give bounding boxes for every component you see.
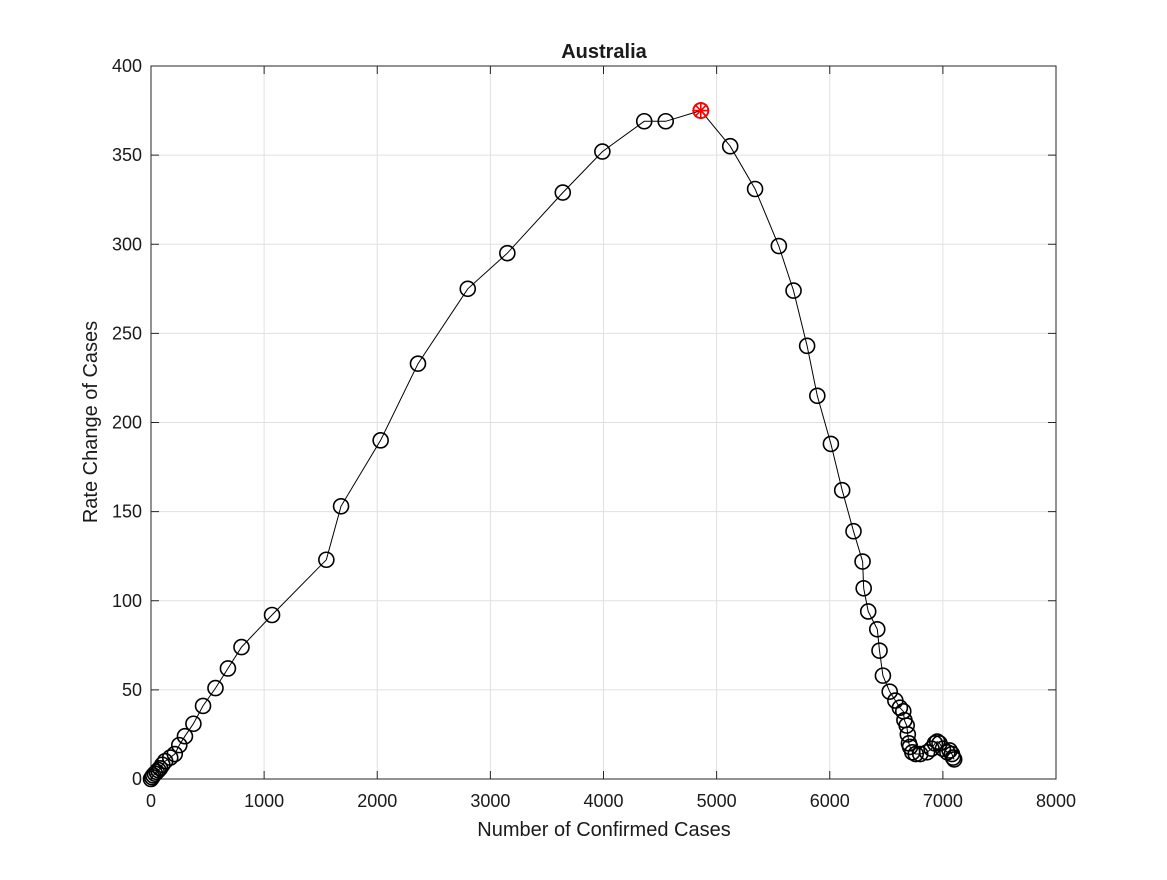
- x-tick-label: 4000: [583, 791, 623, 811]
- data-point: [822, 435, 840, 453]
- data-point: [332, 497, 350, 515]
- y-tick-label: 100: [112, 591, 142, 611]
- data-point: [868, 620, 886, 638]
- data-point: [554, 184, 572, 201]
- x-axis-label: Number of Confirmed Cases: [477, 819, 730, 841]
- data-point: [263, 606, 281, 624]
- data-point: [635, 112, 653, 130]
- data-point: [899, 726, 917, 743]
- y-tick-label: 0: [132, 769, 142, 789]
- data-point: [809, 387, 826, 405]
- data-point: [594, 143, 611, 160]
- data-point: [372, 432, 389, 449]
- chart-title: Australia: [561, 41, 647, 63]
- data-point: [194, 697, 212, 715]
- data-point: [871, 642, 888, 659]
- x-tick-label: 3000: [470, 791, 510, 811]
- x-tick-label: 8000: [1036, 791, 1076, 811]
- data-point: [721, 137, 739, 155]
- data-point: [409, 355, 427, 372]
- data-point: [318, 551, 335, 569]
- data-point: [907, 745, 925, 763]
- data-point: [207, 679, 224, 697]
- x-tick-label: 6000: [810, 791, 850, 811]
- data-point: [798, 337, 816, 355]
- data-point: [746, 180, 764, 198]
- highlight-star-stroke: [694, 103, 708, 118]
- y-tick-label: 300: [112, 234, 142, 254]
- data-point: [770, 237, 788, 255]
- data-point: [945, 751, 963, 768]
- data-point: [166, 745, 184, 763]
- data-point: [934, 740, 952, 757]
- data-point: [785, 282, 802, 299]
- data-point: [459, 280, 477, 298]
- y-tick-label: 250: [112, 323, 142, 343]
- x-tick-label: 1000: [244, 791, 284, 811]
- x-tick-label: 2000: [357, 791, 397, 811]
- axis-ticks: 0 1000 2000 3000 4000 5000 6000 7000 8000 0 50 100 1…: [112, 56, 1076, 811]
- data-point: [911, 745, 929, 763]
- data-point: [881, 683, 899, 700]
- data-point: [898, 717, 915, 734]
- data-point: [859, 603, 877, 620]
- highlight-point: [692, 102, 710, 120]
- y-tick-label: 150: [112, 502, 142, 522]
- data-point: [845, 522, 862, 540]
- data-point: [855, 579, 872, 597]
- data-point: [499, 244, 516, 262]
- data-point: [219, 660, 237, 677]
- y-tick-label: 200: [112, 413, 142, 433]
- data-point: [233, 638, 250, 656]
- data-point: [185, 715, 202, 733]
- data-point: [874, 667, 892, 684]
- y-tick-label: 350: [112, 145, 142, 165]
- data-point: [854, 553, 871, 570]
- highlight-layer: [692, 102, 710, 120]
- x-tick-label: 0: [146, 791, 156, 811]
- x-tick-label: 5000: [697, 791, 737, 811]
- y-axis-label: Rate Change of Cases: [80, 321, 102, 523]
- data-point: [161, 749, 179, 766]
- data-point: [657, 112, 675, 130]
- y-tick-label: 400: [112, 56, 142, 76]
- x-tick-label: 7000: [923, 791, 963, 811]
- data-point: [176, 727, 194, 745]
- data-point: [170, 736, 188, 754]
- y-tick-label: 50: [122, 680, 142, 700]
- data-point: [944, 749, 962, 766]
- data-point: [833, 481, 851, 499]
